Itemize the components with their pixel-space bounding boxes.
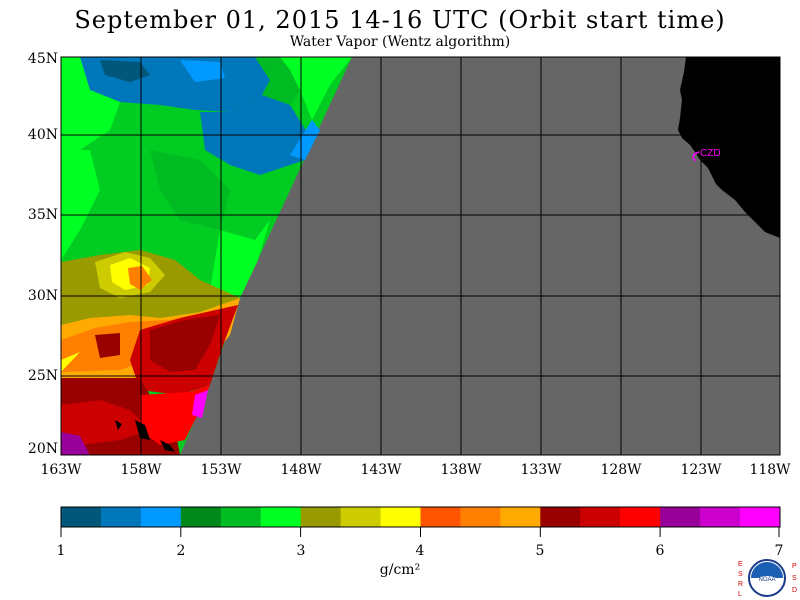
colorbar-swatch bbox=[340, 507, 382, 527]
colorbar-tick-2: 2 bbox=[176, 543, 186, 559]
svg-text:D: D bbox=[792, 587, 797, 594]
colorbar-swatch bbox=[540, 507, 581, 527]
colorbar-tick-7: 7 bbox=[774, 543, 784, 559]
svg-text:E: E bbox=[738, 561, 743, 568]
colorbar-swatch bbox=[740, 507, 781, 527]
lon-label-163w: 163W bbox=[40, 462, 82, 478]
noaa-logo-text: NOAA bbox=[758, 577, 775, 583]
colorbar-tick-3: 3 bbox=[296, 543, 306, 559]
lon-label-148w: 148W bbox=[280, 462, 322, 478]
colorbar-swatch bbox=[100, 507, 142, 527]
chart-title: September 01, 2015 14-16 UTC (Orbit star… bbox=[74, 6, 726, 34]
colorbar-swatch bbox=[620, 507, 661, 527]
lat-label-40n: 40N bbox=[27, 127, 58, 143]
colorbar-swatch bbox=[140, 507, 182, 527]
colorbar-swatch bbox=[380, 507, 421, 527]
colorbar-swatch bbox=[61, 507, 102, 527]
lon-label-158w: 158W bbox=[120, 462, 162, 478]
svg-text:S: S bbox=[738, 571, 743, 578]
colorbar-swatch bbox=[500, 507, 541, 527]
chart-subtitle: Water Vapor (Wentz algorithm) bbox=[289, 34, 511, 50]
colorbar-swatch bbox=[220, 507, 262, 527]
lat-label-45n: 45N bbox=[27, 51, 58, 67]
colorbar-swatch bbox=[180, 507, 222, 527]
colorbar-unit: g/cm² bbox=[379, 562, 421, 578]
lat-label-35n: 35N bbox=[27, 207, 58, 223]
colorbar-swatch bbox=[580, 507, 621, 527]
svg-text:R: R bbox=[738, 581, 743, 588]
colorbar-tick-6: 6 bbox=[655, 543, 665, 559]
lon-label-128w: 128W bbox=[600, 462, 642, 478]
lon-label-153w: 153W bbox=[200, 462, 242, 478]
lat-label-30n: 30N bbox=[27, 288, 58, 304]
svg-text:S: S bbox=[792, 575, 797, 582]
station-marker bbox=[692, 151, 700, 162]
lon-label-138w: 138W bbox=[440, 462, 482, 478]
lon-label-123w: 123W bbox=[680, 462, 722, 478]
colorbar-swatch bbox=[460, 507, 501, 527]
lon-label-143w: 143W bbox=[360, 462, 402, 478]
colorbar-swatch bbox=[420, 507, 461, 527]
map-frame bbox=[60, 56, 781, 456]
svg-text:P: P bbox=[792, 563, 797, 570]
lon-label-118w: 118W bbox=[749, 462, 791, 478]
colorbar-swatch bbox=[660, 507, 701, 527]
colorbar-tick-1: 1 bbox=[56, 543, 66, 559]
land-mass bbox=[678, 57, 780, 238]
svg-text:L: L bbox=[738, 591, 742, 598]
colorbar-swatch bbox=[300, 507, 342, 527]
lat-label-20n: 20N bbox=[27, 441, 58, 457]
map-grid bbox=[61, 57, 780, 455]
station-label: CZD bbox=[700, 148, 721, 159]
colorbar-swatch bbox=[260, 507, 302, 527]
colorbar-swatch bbox=[700, 507, 741, 527]
colorbar-tick-4: 4 bbox=[415, 543, 425, 559]
lon-label-133w: 133W bbox=[520, 462, 562, 478]
lat-label-25n: 25N bbox=[27, 368, 58, 384]
noaa-logo: E S R L NOAA P S D bbox=[738, 559, 797, 598]
colorbar-tick-5: 5 bbox=[535, 543, 545, 559]
